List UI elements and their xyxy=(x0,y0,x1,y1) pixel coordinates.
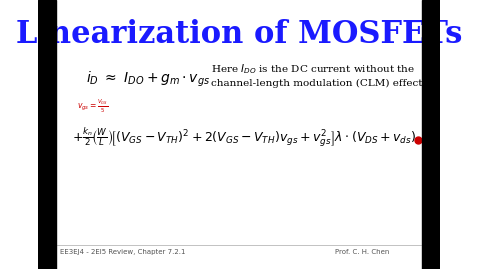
Bar xyxy=(38,0,56,269)
Text: $+\frac{k_n}{2}\!\left(\frac{W}{L}\right)\!\left[(V_{GS}-V_{TH})^2+2(V_{GS}-V_{T: $+\frac{k_n}{2}\!\left(\frac{W}{L}\right… xyxy=(72,125,416,148)
Text: $v_{gs}=\frac{V_{GS}}{5}$: $v_{gs}=\frac{V_{GS}}{5}$ xyxy=(77,98,109,115)
Text: Here $I_{DO}$ is the DC current without the
channel-length modulation (CLM) effe: Here $I_{DO}$ is the DC current without … xyxy=(211,62,425,88)
Text: Linearization of MOSFETs: Linearization of MOSFETs xyxy=(16,19,462,50)
Text: EE3EJ4 - 2EI5 Review, Chapter 7.2.1: EE3EJ4 - 2EI5 Review, Chapter 7.2.1 xyxy=(60,249,185,255)
Bar xyxy=(422,0,440,269)
Text: Prof. C. H. Chen: Prof. C. H. Chen xyxy=(336,249,390,255)
Text: $i_D\ \approx\ I_{DO} + g_m \cdot v_{gs}$: $i_D\ \approx\ I_{DO} + g_m \cdot v_{gs}… xyxy=(86,70,210,89)
Text: 11  2: 11 2 xyxy=(423,254,435,259)
